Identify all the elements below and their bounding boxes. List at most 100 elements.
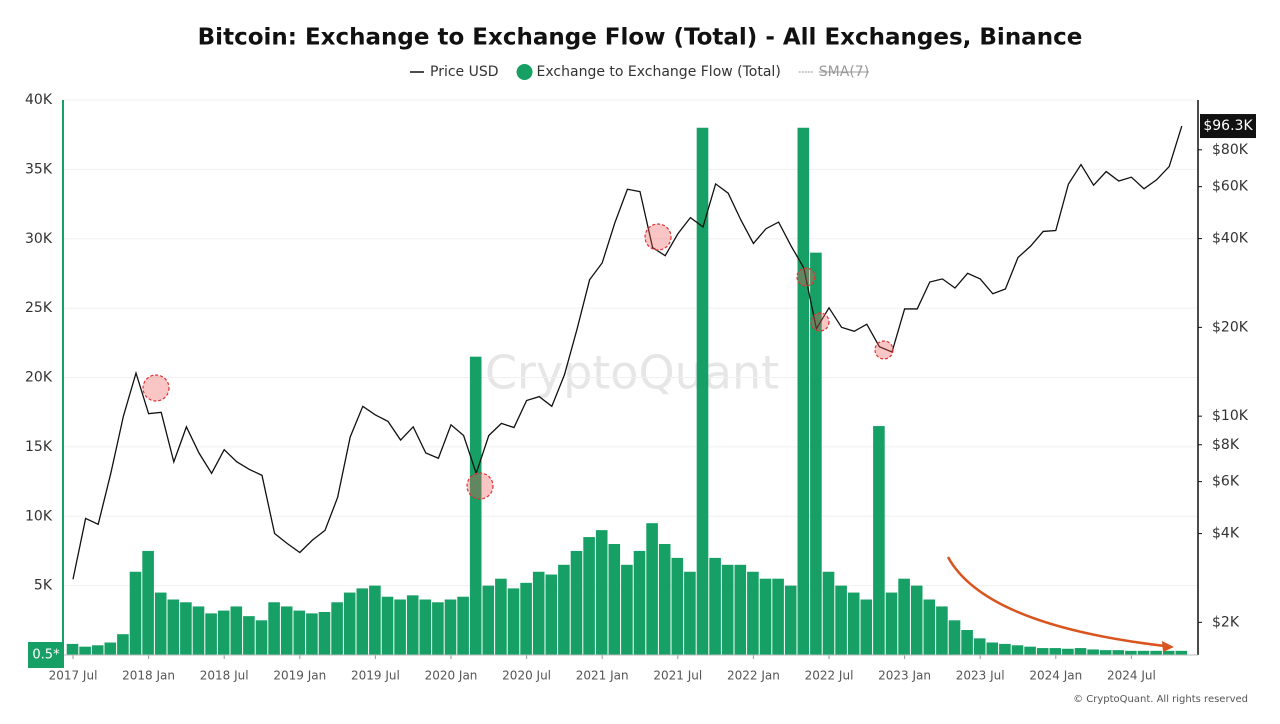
highlight-circle — [810, 312, 830, 332]
y-tick-label: 30K — [25, 231, 53, 247]
flow-bar — [1049, 648, 1062, 655]
flow-bar — [318, 611, 331, 655]
flow-bar — [444, 599, 457, 655]
current-flow-box — [28, 642, 64, 668]
flow-bar — [772, 578, 784, 655]
flow-bar — [369, 585, 381, 655]
flow-bar — [759, 578, 772, 655]
flow-bar — [406, 595, 419, 655]
flow-bar — [986, 642, 999, 655]
y2-tick-label: $80K — [1212, 142, 1249, 158]
x-tick-label: 2017 Jul — [49, 669, 98, 683]
x-tick-label: 2018 Jul — [200, 669, 249, 683]
flow-bar — [79, 646, 91, 655]
flow-bar — [356, 588, 369, 655]
flow-bar — [117, 634, 129, 655]
current-flow-label: 0.5* — [32, 648, 60, 663]
x-tick-label: 2024 Jul — [1107, 669, 1156, 683]
flow-bar — [217, 610, 230, 655]
x-tick-label: 2022 Jan — [727, 669, 780, 683]
x-tick-label: 2020 Jan — [425, 669, 478, 683]
flow-bar — [532, 571, 545, 655]
x-tick-label: 2022 Jul — [805, 669, 854, 683]
flow-bar — [696, 127, 709, 655]
flow-bar — [469, 356, 482, 655]
flow-bar — [646, 523, 658, 655]
flow-bar — [822, 571, 835, 655]
flow-bar — [999, 643, 1011, 655]
flow-bar — [432, 602, 444, 655]
flow-bar — [784, 585, 797, 655]
y2-tick-label: $10K — [1212, 408, 1249, 424]
flow-bar — [280, 606, 293, 655]
flow-bar — [1175, 650, 1188, 655]
highlight-circle — [796, 267, 816, 287]
flow-bar — [1074, 648, 1087, 655]
y-tick-label: 40K — [25, 92, 53, 108]
flow-bar — [1112, 650, 1125, 655]
flow-bar — [230, 606, 243, 655]
highlight-circle — [874, 340, 894, 360]
flow-bar — [1087, 649, 1099, 655]
flow-bar — [381, 596, 394, 655]
flow-bar — [66, 643, 79, 655]
flow-bar — [633, 550, 646, 655]
flow-bar — [192, 606, 205, 655]
flow-bar — [835, 585, 847, 655]
plot-area — [63, 99, 1198, 655]
x-tick-label: 2024 Jan — [1029, 669, 1082, 683]
flow-bar — [419, 599, 432, 655]
flow-bar — [1099, 650, 1112, 655]
flow-bar — [180, 602, 192, 655]
flow-bar — [255, 620, 268, 655]
flow-bar — [545, 574, 558, 655]
flow-bar — [205, 613, 217, 655]
y-tick-label: 5K — [34, 578, 53, 594]
x-tick-label: 2021 Jul — [653, 669, 702, 683]
flow-bar — [810, 252, 822, 655]
flow-bar — [1036, 648, 1049, 655]
flow-bar — [747, 571, 759, 655]
flow-bar — [583, 537, 595, 655]
flow-bar — [268, 602, 280, 655]
highlight-circle — [142, 374, 170, 402]
flow-bar — [621, 564, 633, 655]
y2-tick-label: $8K — [1212, 437, 1240, 453]
flow-bar — [129, 571, 142, 655]
flow-bar — [154, 592, 167, 655]
flow-bar — [394, 599, 406, 655]
flow-bar — [709, 557, 721, 655]
x-tick-label: 2018 Jan — [122, 669, 175, 683]
highlight-circles — [142, 223, 894, 500]
chart-title: Bitcoin: Exchange to Exchange Flow (Tota… — [198, 25, 1083, 51]
highlight-circle — [644, 223, 672, 251]
flow-bar — [721, 564, 734, 655]
flow-bar — [847, 592, 860, 655]
y-tick-label: 35K — [25, 161, 53, 177]
x-tick-label: 2020 Jul — [502, 669, 551, 683]
legend-label: Exchange to Exchange Flow (Total) — [537, 64, 781, 80]
watermark: CryptoQuant — [485, 346, 779, 400]
y-tick-label: 25K — [25, 300, 53, 316]
x-tick-label: 2019 Jan — [273, 669, 326, 683]
legend-label: Price USD — [430, 64, 499, 80]
flow-bar — [558, 564, 570, 655]
flow-bar — [520, 582, 532, 655]
price-line — [72, 125, 1183, 580]
flow-bar — [671, 557, 684, 655]
last-price-label: $96.3K — [1203, 118, 1253, 134]
flow-bar — [1125, 650, 1137, 655]
y-tick-label: 10K — [25, 508, 53, 524]
y2-tick-label: $2K — [1212, 614, 1240, 630]
flow-bar — [936, 606, 948, 655]
flow-bar — [860, 599, 873, 655]
flow-bar — [1162, 650, 1175, 655]
flow-bar — [570, 550, 583, 655]
flow-bar — [91, 645, 104, 655]
y2-tick-label: $20K — [1212, 319, 1249, 335]
y2-tick-label: $6K — [1212, 474, 1240, 490]
footer: © CryptoQuant. All rights reserved — [1073, 694, 1248, 705]
flow-bar — [923, 599, 936, 655]
flow-bar — [142, 550, 154, 655]
